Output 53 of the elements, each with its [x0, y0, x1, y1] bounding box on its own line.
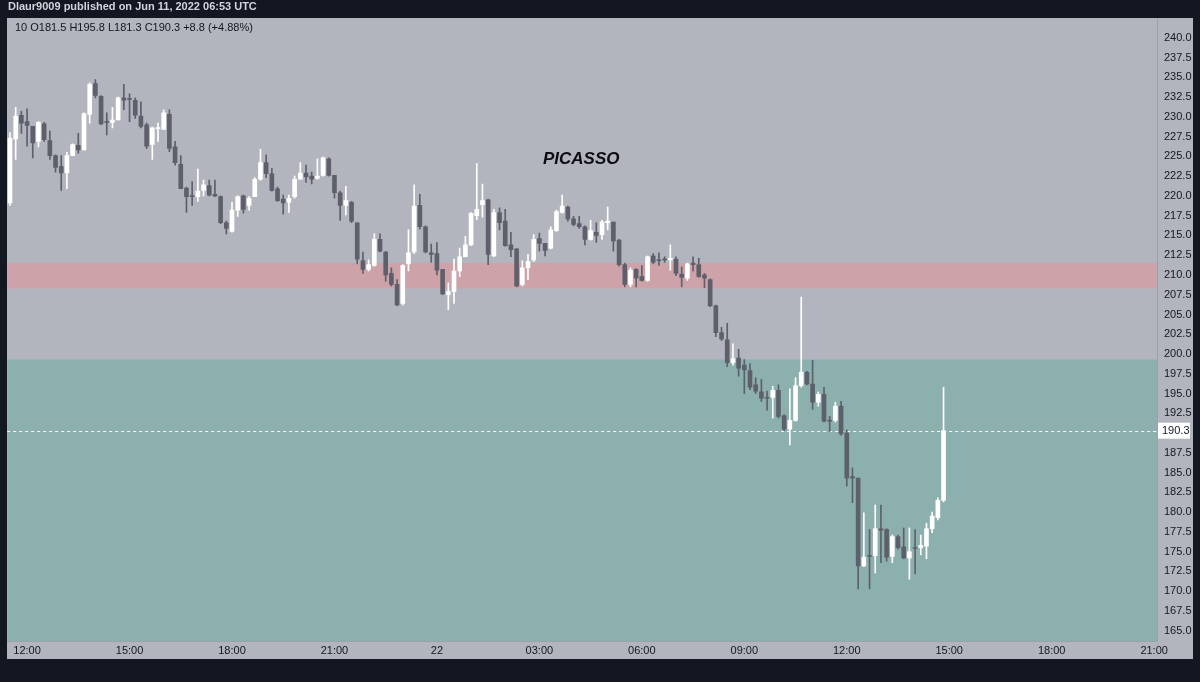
- y-tick-label: 217.5: [1164, 208, 1192, 221]
- candlestick: [667, 244, 673, 271]
- y-tick-label: 192.5: [1164, 406, 1192, 419]
- chart-title: Dlaur9009 published on Jun 11, 2022 06:53 UTC: [8, 0, 257, 14]
- y-tick-label: 175.0: [1164, 544, 1192, 557]
- x-tick-label: 21:00: [320, 643, 349, 656]
- x-tick-label: 21:00: [1140, 643, 1168, 656]
- x-tick-label: 15:00: [935, 643, 963, 656]
- y-tick-label: 240.0: [1164, 30, 1192, 43]
- chart-subtitle: 10 O181.5 H195.8 L181.3 C190.3 +8.8 (+4.88%): [15, 21, 253, 33]
- y-tick-label: 222.5: [1164, 169, 1192, 182]
- x-tick-label: 22: [430, 643, 444, 656]
- candlestick: [912, 529, 918, 575]
- y-tick-label: 225.0: [1164, 149, 1192, 162]
- ref-line-label: 190.3: [1162, 423, 1190, 436]
- y-tick-label: 195.0: [1164, 386, 1192, 399]
- annotation: PICASSO: [543, 149, 620, 169]
- y-tick-label: 197.5: [1164, 366, 1192, 379]
- y-tick-label: 220.0: [1164, 188, 1192, 201]
- y-tick-label: 177.5: [1164, 524, 1192, 537]
- candlestick: [343, 186, 349, 216]
- x-tick-label: 09:00: [730, 643, 759, 656]
- y-tick-label: 232.5: [1164, 90, 1192, 103]
- x-tick-label: 18:00: [218, 643, 246, 656]
- y-tick-label: 235.0: [1164, 70, 1192, 83]
- y-tick-label: 167.5: [1164, 603, 1192, 616]
- x-tick-label: 03:00: [525, 643, 554, 656]
- y-tick-label: 182.5: [1164, 485, 1192, 498]
- y-tick-label: 170.0: [1164, 584, 1192, 597]
- x-tick-label: 12:00: [13, 643, 41, 656]
- candlestick: [730, 343, 736, 366]
- y-tick-label: 212.5: [1164, 248, 1192, 261]
- candlestick: [75, 133, 81, 154]
- y-tick-label: 205.0: [1164, 307, 1192, 320]
- y-tick-label: 215.0: [1164, 228, 1192, 241]
- y-tick-label: 207.5: [1164, 287, 1192, 300]
- y-tick-label: 227.5: [1164, 129, 1192, 142]
- y-tick-label: 172.5: [1164, 564, 1192, 577]
- x-tick-label: 18:00: [1037, 643, 1066, 656]
- y-tick-label: 202.5: [1164, 327, 1192, 340]
- x-tick-label: 12:00: [833, 643, 861, 656]
- y-tick-label: 187.5: [1164, 445, 1192, 458]
- candlestick: [679, 266, 685, 288]
- x-tick-label: 15:00: [115, 643, 144, 656]
- y-tick-label: 230.0: [1164, 109, 1192, 122]
- y-tick-label: 210.0: [1164, 267, 1192, 280]
- y-tick-label: 237.5: [1164, 50, 1192, 63]
- y-tick-label: 180.0: [1164, 505, 1192, 518]
- candlestick: [593, 222, 599, 243]
- y-tick-label: 185.0: [1164, 465, 1192, 478]
- y-tick-label: 165.0: [1164, 623, 1192, 636]
- y-tick-label: 200.0: [1164, 347, 1192, 360]
- x-tick-label: 06:00: [628, 643, 656, 656]
